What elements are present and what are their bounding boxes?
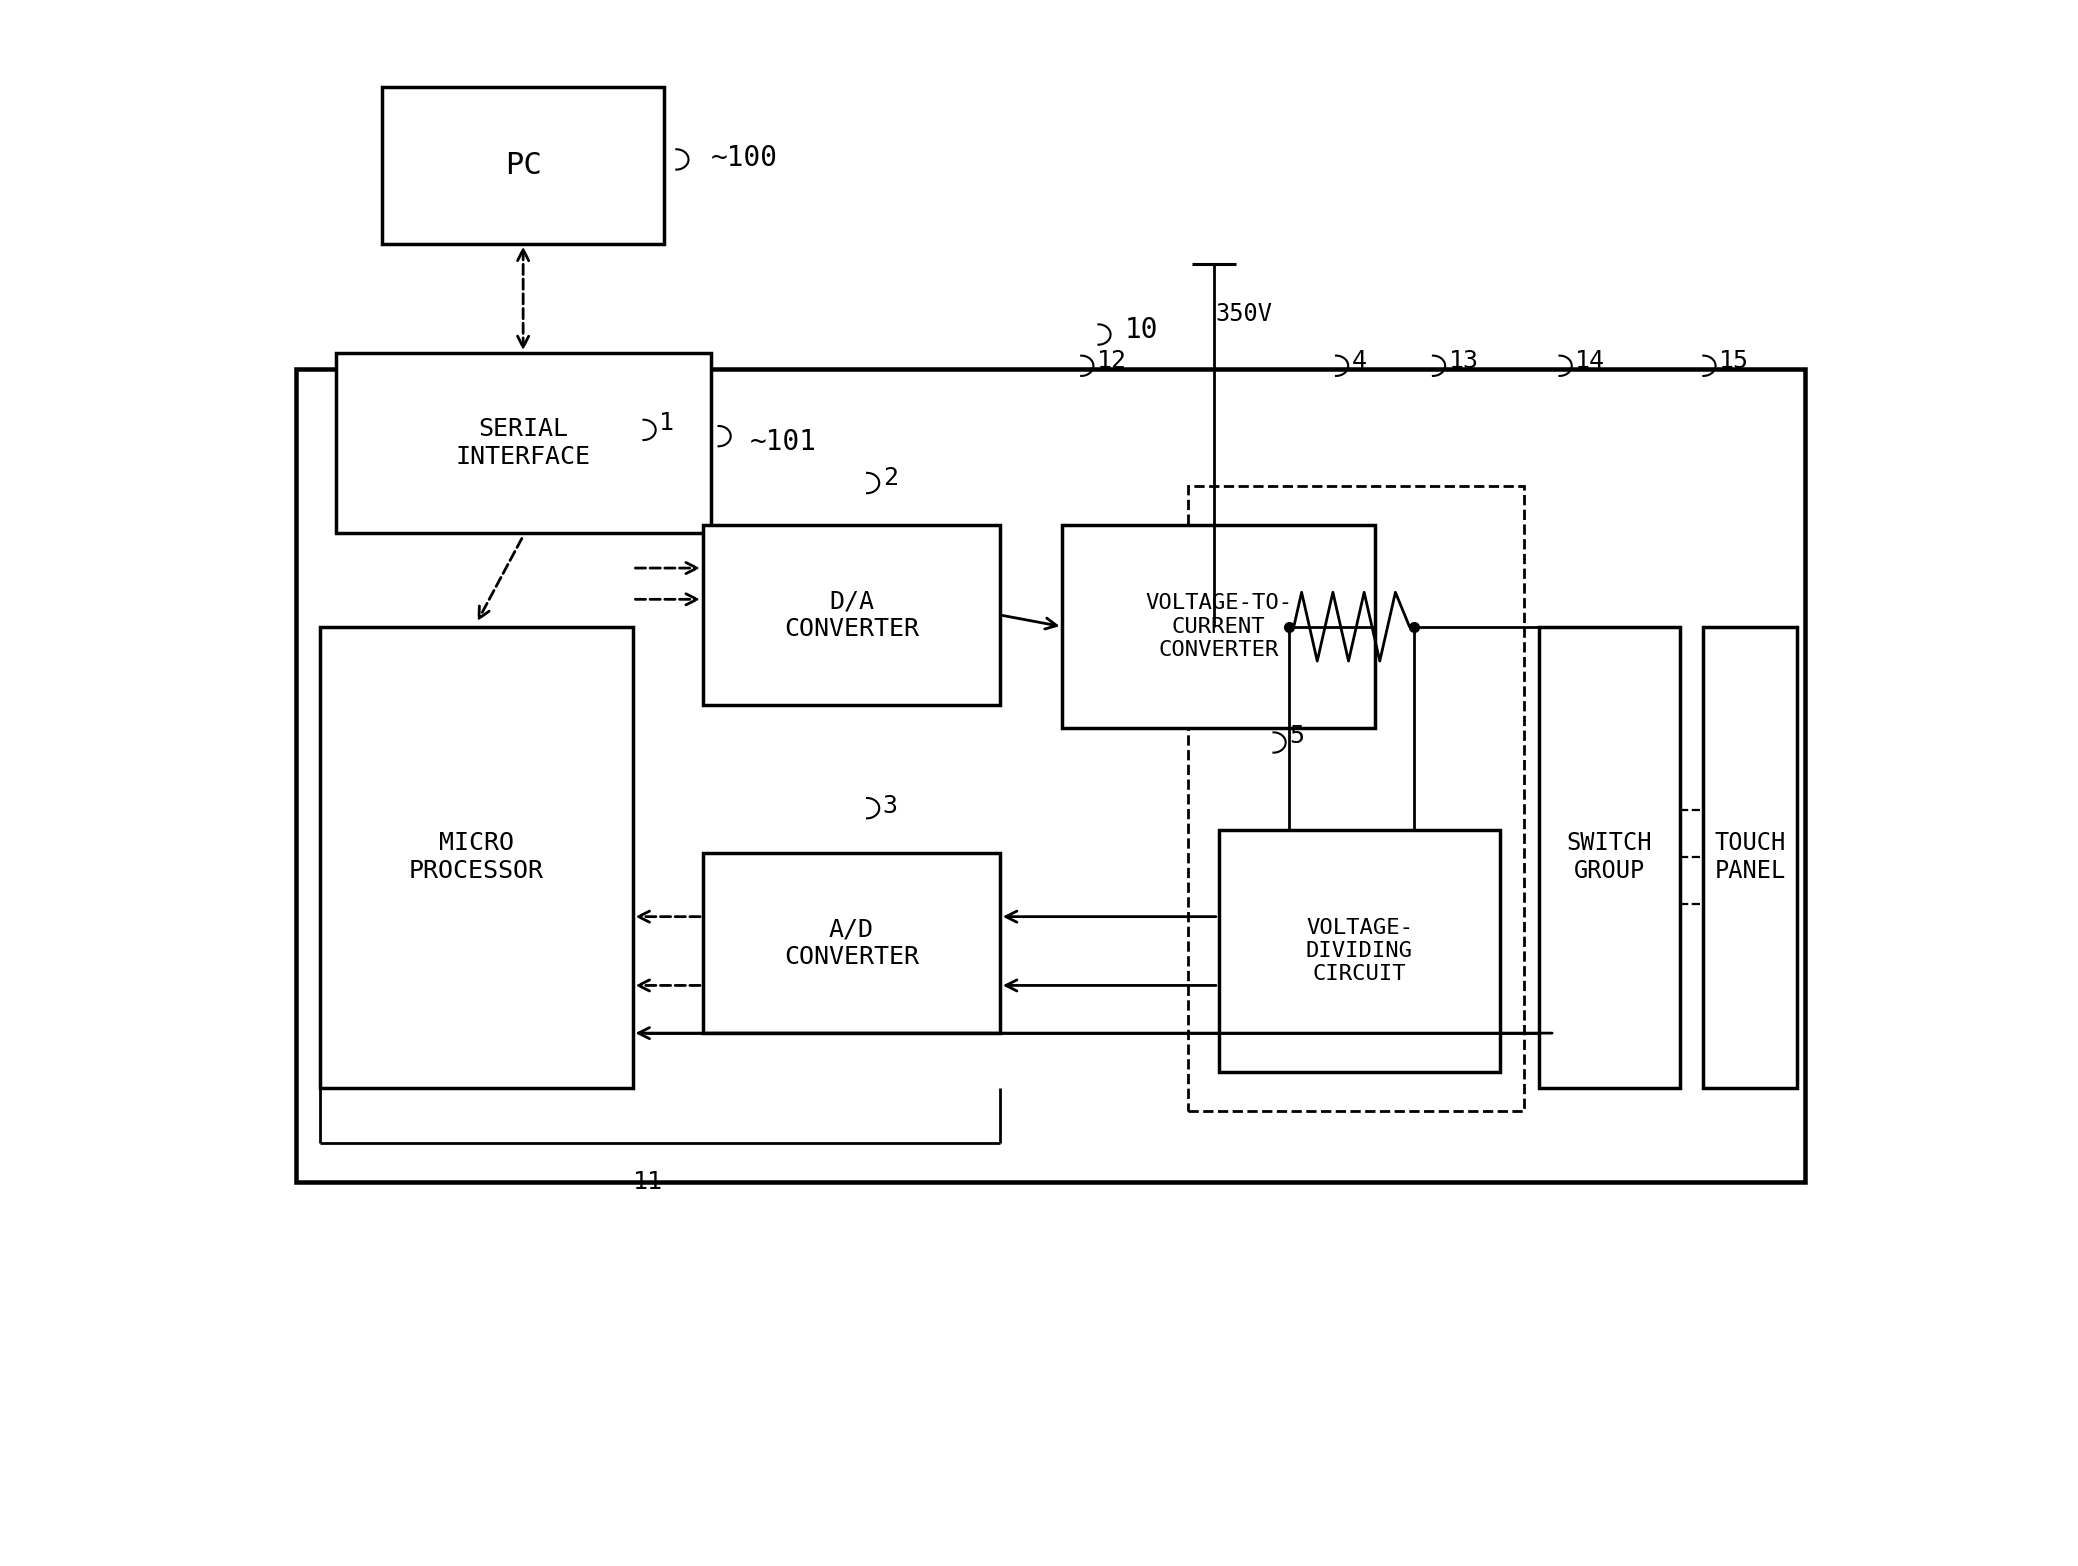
- Text: VOLTAGE-TO-
CURRENT
CONVERTER: VOLTAGE-TO- CURRENT CONVERTER: [1145, 594, 1293, 659]
- Text: 10: 10: [1124, 316, 1157, 343]
- FancyBboxPatch shape: [1220, 830, 1500, 1073]
- Text: 11: 11: [632, 1170, 663, 1193]
- Text: ~101: ~101: [750, 428, 817, 456]
- Text: PC: PC: [505, 150, 542, 180]
- Text: 1: 1: [659, 412, 673, 435]
- Text: 15: 15: [1719, 349, 1750, 373]
- Text: A/D
CONVERTER: A/D CONVERTER: [783, 918, 918, 969]
- Text: 5: 5: [1288, 723, 1305, 749]
- FancyBboxPatch shape: [1540, 626, 1679, 1088]
- Text: D/A
CONVERTER: D/A CONVERTER: [783, 589, 918, 640]
- FancyBboxPatch shape: [702, 853, 1000, 1034]
- FancyBboxPatch shape: [1062, 525, 1376, 728]
- Text: TOUCH
PANEL: TOUCH PANEL: [1714, 832, 1785, 883]
- Text: 2: 2: [883, 467, 898, 490]
- Text: SERIAL
INTERFACE: SERIAL INTERFACE: [455, 417, 590, 468]
- FancyBboxPatch shape: [335, 352, 711, 532]
- FancyBboxPatch shape: [382, 88, 663, 244]
- Text: 12: 12: [1097, 349, 1126, 373]
- Text: MICRO
PROCESSOR: MICRO PROCESSOR: [409, 832, 544, 883]
- FancyBboxPatch shape: [320, 626, 632, 1088]
- Text: 14: 14: [1575, 349, 1604, 373]
- Text: 4: 4: [1351, 349, 1367, 373]
- Text: 350V: 350V: [1216, 302, 1272, 326]
- FancyBboxPatch shape: [702, 525, 1000, 705]
- Text: VOLTAGE-
DIVIDING
CIRCUIT: VOLTAGE- DIVIDING CIRCUIT: [1305, 918, 1413, 985]
- Text: ~100: ~100: [711, 144, 777, 172]
- FancyBboxPatch shape: [297, 368, 1806, 1182]
- Text: 13: 13: [1448, 349, 1480, 373]
- Text: SWITCH
GROUP: SWITCH GROUP: [1567, 832, 1652, 883]
- Text: 3: 3: [883, 794, 898, 819]
- FancyBboxPatch shape: [1704, 626, 1797, 1088]
